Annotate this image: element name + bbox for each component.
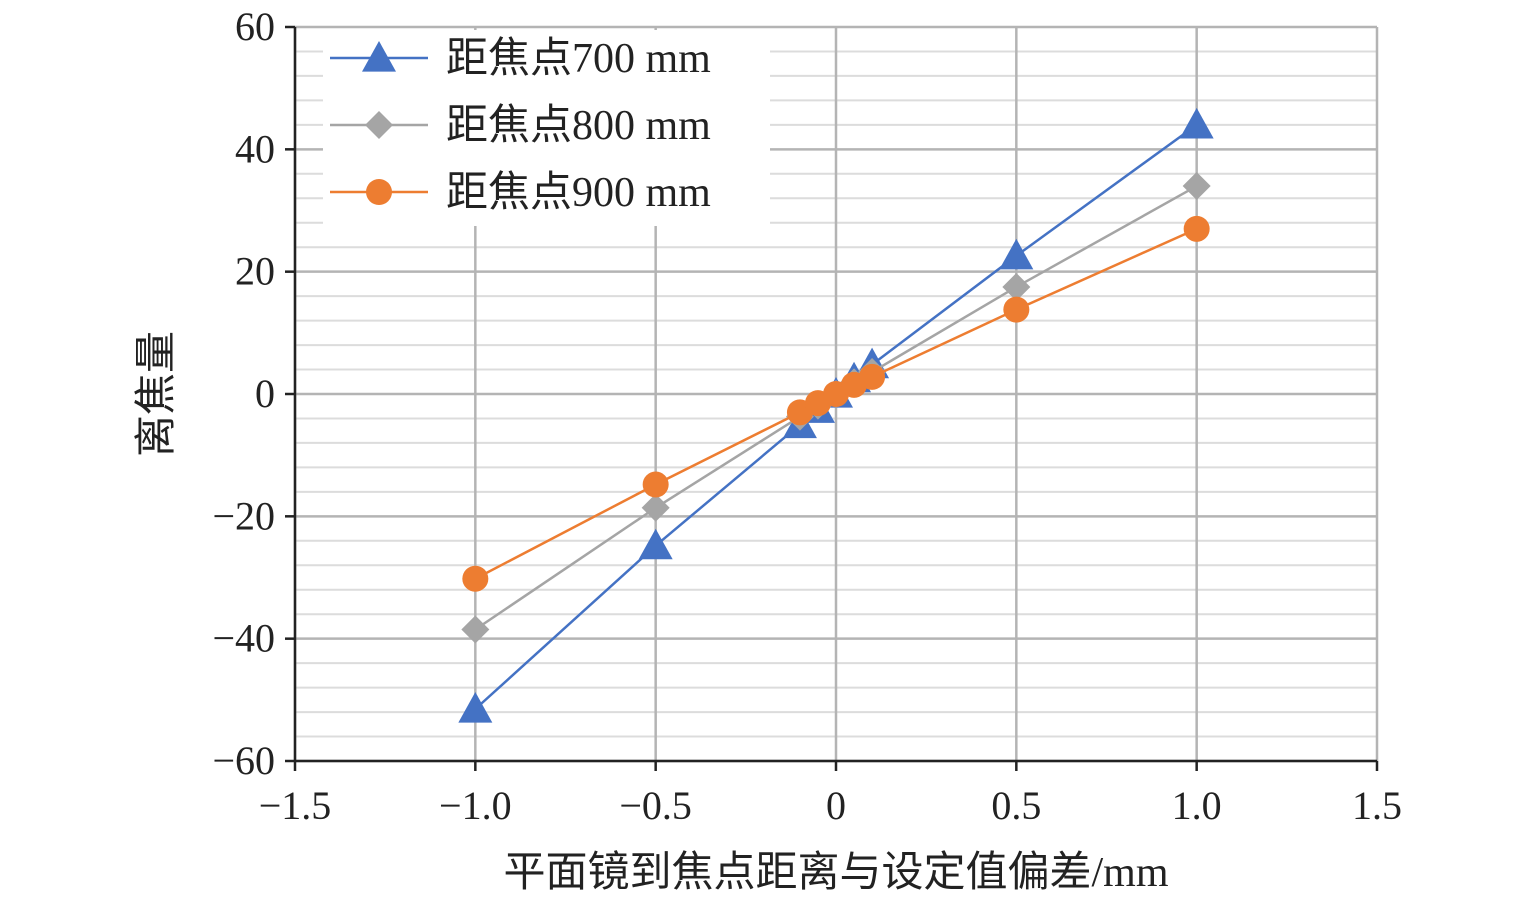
data-point [999, 238, 1034, 270]
x-tick-label: 0 [826, 783, 846, 828]
data-point [1183, 215, 1210, 242]
data-point [859, 363, 886, 390]
y-tick-label: −40 [212, 616, 275, 661]
y-tick-label: 0 [255, 371, 275, 416]
data-point [641, 493, 670, 522]
data-point [461, 615, 490, 644]
y-tick-label: 40 [235, 126, 275, 171]
legend-marker [362, 41, 396, 72]
legend: 距焦点700 mm 距焦点800 mm 距焦点900 mm [323, 30, 770, 226]
x-tick-label: 1.5 [1352, 783, 1402, 828]
y-tick-label: −60 [212, 738, 275, 783]
x-tick-label: 0.5 [991, 783, 1041, 828]
x-tick-label: −0.5 [619, 783, 692, 828]
series-layer [458, 107, 1214, 723]
data-point [1003, 296, 1030, 323]
axes: −60 −40 −20 0 20 40 60 −1.5 −1.0 −0.5 0 0.5 1.0 1.5 [212, 4, 1402, 828]
y-tick-label: 60 [235, 4, 275, 49]
x-axis-title: 平面镜到焦点距离与设定值偏差/mm [503, 849, 1168, 896]
data-point [642, 471, 669, 498]
series-3 [462, 215, 1210, 592]
data-point [462, 565, 489, 592]
data-point [458, 692, 493, 723]
y-tick-label: −20 [212, 493, 275, 538]
data-point [638, 528, 673, 560]
x-tick-label: 1.0 [1172, 783, 1222, 828]
legend-label: 距焦点700 mm [446, 36, 711, 82]
y-axis-title: 离焦量 [133, 331, 180, 457]
y-tick-label: 20 [235, 249, 275, 294]
x-tick-label: −1.5 [259, 783, 332, 828]
data-point [1179, 107, 1214, 139]
legend-marker [366, 179, 392, 205]
legend-marker [365, 111, 393, 139]
legend-background [323, 30, 770, 226]
legend-label: 距焦点900 mm [446, 170, 711, 216]
x-tick-label: −1.0 [439, 783, 512, 828]
legend-label: 距焦点800 mm [446, 103, 711, 149]
data-point [1002, 272, 1031, 301]
data-point [1182, 172, 1211, 201]
